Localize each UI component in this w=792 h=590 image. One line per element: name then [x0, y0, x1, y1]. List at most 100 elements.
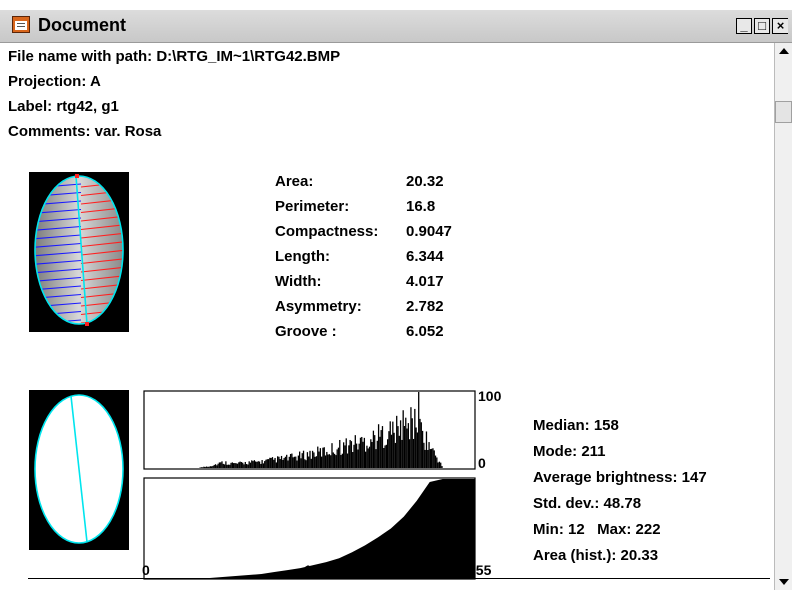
histogram-bar [252, 461, 254, 468]
right-grid-line [80, 257, 123, 265]
histogram-bar [344, 445, 346, 468]
histogram-bar [407, 423, 410, 468]
histogram-bar [299, 451, 301, 468]
histogram-bar [366, 445, 368, 468]
histogram-bar [260, 463, 262, 468]
x-tick-label: 255 [468, 562, 492, 578]
histogram-bar [309, 450, 311, 468]
histogram-bar [330, 455, 332, 468]
histogram-bar [419, 418, 421, 468]
histogram-bar [218, 462, 221, 468]
histogram-bar [332, 452, 334, 468]
maximize-button[interactable]: □ [754, 18, 770, 34]
histogram-bar [432, 448, 434, 468]
histogram-bar [223, 464, 226, 468]
histogram-bar [242, 462, 244, 468]
histogram-bar [348, 445, 350, 468]
measurement-label: Compactness: [275, 223, 379, 240]
histogram-bar [203, 466, 205, 468]
document-icon [12, 16, 30, 33]
histogram-bar [358, 443, 360, 468]
histogram-bar [258, 461, 261, 468]
measurement-value: 0.9047 [406, 223, 452, 240]
histogram-bar [381, 426, 384, 468]
histogram-bar [403, 425, 406, 468]
histogram-bar [355, 443, 358, 468]
window-title: Document [38, 15, 127, 35]
histogram-bar [414, 408, 416, 468]
title-bar[interactable]: Document _ □ × [0, 10, 792, 43]
histogram-bar [429, 449, 432, 468]
histogram-bar [315, 456, 318, 468]
measurement-label: Asymmetry: [275, 298, 362, 315]
histogram-bar [255, 461, 257, 468]
histogram-bar [216, 465, 218, 468]
histogram-bar [266, 459, 268, 468]
histogram-bar [310, 458, 312, 468]
close-button[interactable]: × [772, 18, 788, 34]
histogram-bar [420, 422, 422, 468]
histogram-bar [291, 453, 293, 468]
histogram-bar [238, 462, 240, 468]
minimize-button[interactable]: _ [736, 18, 752, 34]
histogram-bar [416, 432, 419, 468]
histogram-bar [288, 456, 290, 468]
histogram-bar [368, 446, 371, 468]
histogram-bar [425, 431, 428, 468]
histogram-bar [322, 447, 324, 468]
histogram-bar [397, 426, 399, 468]
histogram-bar [275, 462, 278, 468]
left-grid-line [35, 217, 82, 223]
left-grid-line [35, 234, 82, 240]
histogram-bar [411, 418, 413, 468]
histogram-bar [352, 452, 354, 468]
histogram-bar [318, 451, 320, 468]
histogram-bar [428, 442, 430, 468]
histogram-bar [279, 459, 281, 468]
histogram-bar [248, 461, 250, 468]
scroll-up-arrow-icon[interactable] [775, 43, 792, 59]
histogram-bar [365, 451, 367, 468]
histogram-bar [328, 454, 331, 468]
histogram-bar [229, 464, 231, 468]
histogram-bar [225, 461, 227, 468]
histogram-bar [339, 439, 341, 468]
histogram-bar [363, 437, 366, 468]
histogram-bar [331, 443, 333, 468]
right-grid-line [80, 232, 123, 239]
label-text: Label: rtg42, g1 [8, 98, 119, 115]
right-grid-line [80, 240, 123, 248]
vertical-scrollbar[interactable] [774, 43, 792, 590]
scroll-thumb[interactable] [775, 101, 792, 123]
histogram-bar [244, 461, 246, 468]
histogram-bar [287, 460, 289, 468]
histogram-bar [437, 462, 439, 468]
histogram-bar [376, 440, 378, 468]
scroll-down-arrow-icon[interactable] [775, 574, 792, 590]
histogram-bar [372, 430, 375, 468]
histogram-bar [321, 456, 323, 468]
histogram-bar [235, 463, 237, 468]
seed-outline-image [29, 390, 129, 550]
histogram-bar [269, 457, 271, 468]
right-grid-line [80, 274, 123, 282]
histogram-bar [423, 442, 425, 468]
histogram-bar [390, 434, 393, 468]
file-path-text: File name with path: D:\RTG_IM~1\RTG42.B… [8, 48, 341, 65]
histogram-bar [406, 428, 408, 468]
histogram-bar [274, 457, 276, 468]
measurement-label: Length: [275, 248, 330, 265]
histogram-bar [226, 464, 228, 468]
histogram-bar [251, 460, 253, 468]
histogram-bar [301, 453, 303, 468]
right-grid-line [80, 223, 123, 231]
histogram-bar [311, 450, 314, 468]
histogram-bar [214, 464, 217, 468]
histogram-bar [267, 459, 270, 468]
histogram-bar [230, 462, 232, 468]
histogram-bar [409, 439, 411, 468]
histogram-bar [333, 453, 336, 468]
histogram-bar [421, 430, 424, 468]
histogram-bar [314, 456, 316, 468]
histogram-bar [233, 463, 235, 468]
